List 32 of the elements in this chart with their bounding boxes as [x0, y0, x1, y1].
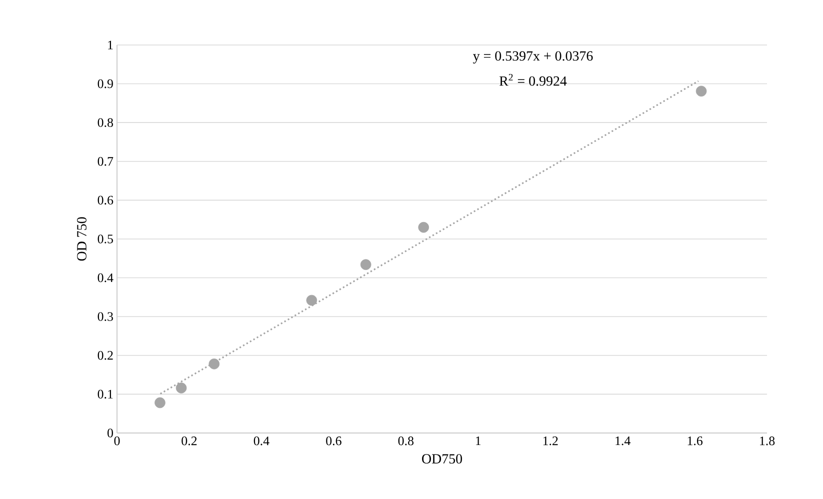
x-tick-label: 1.4 — [616, 436, 630, 446]
point — [154, 397, 166, 408]
y-tick-label: 0.4 — [98, 273, 114, 282]
y-tick-label: 0.8 — [98, 118, 113, 127]
y-tick-label: 0.9 — [98, 79, 113, 88]
x-tick-label: 0.2 — [182, 436, 197, 446]
point — [176, 382, 187, 394]
point — [208, 358, 220, 370]
annotation: y = 0.5397x + 0.0376 — [473, 51, 593, 64]
x-tick-label: 1.8 — [760, 436, 775, 446]
point — [418, 222, 429, 233]
point — [360, 259, 372, 270]
x-tick-label: 1 — [476, 436, 481, 446]
x-tick-label: 1.2 — [543, 436, 558, 446]
x-axis-title: OD750 — [422, 454, 462, 464]
point — [306, 294, 318, 306]
x-tick-label: 0 — [114, 436, 120, 446]
y-tick-label: 0.6 — [98, 196, 114, 205]
y-tick-label: 0.5 — [98, 234, 113, 244]
y-tick-label: 0.1 — [98, 390, 113, 399]
y-axis-title: OD 750 — [77, 217, 86, 261]
y-tick-label: 0.3 — [98, 312, 113, 321]
y-tick-label: 1 — [108, 40, 113, 50]
x-tick-label: 0.6 — [326, 436, 342, 446]
point — [696, 86, 707, 97]
y-tick-label: 0.7 — [98, 156, 114, 166]
annotation: R$^{2}$ = 0.9924 — [499, 74, 567, 86]
y-tick-label: 0 — [108, 428, 113, 438]
y-tick-label: 0.2 — [98, 350, 113, 360]
x-tick-label: 0.8 — [398, 436, 414, 446]
x-tick-label: 1.6 — [688, 436, 702, 446]
x-tick-label: 0.4 — [254, 436, 270, 446]
